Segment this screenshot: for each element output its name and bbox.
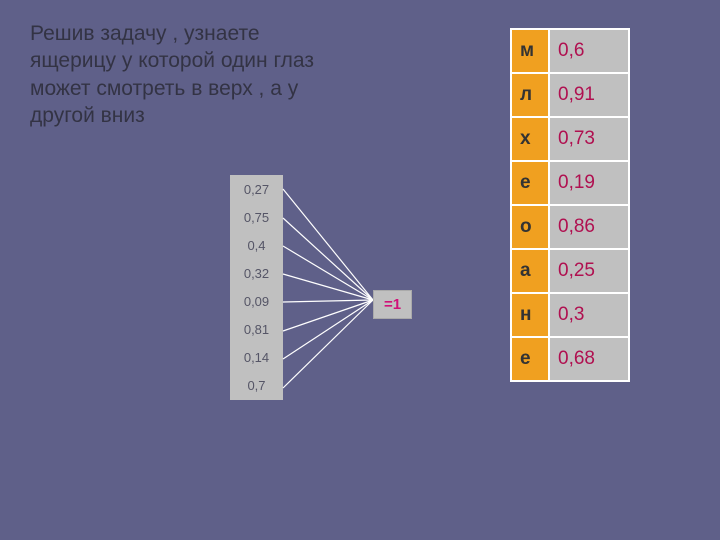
left-values-table: 0,270,750,40,320,090,810,140,7 xyxy=(230,175,283,400)
left-cell: 0,14 xyxy=(231,344,283,372)
value-cell: 0,19 xyxy=(549,161,629,205)
left-cell: 0,32 xyxy=(231,260,283,288)
value-cell: 0,86 xyxy=(549,205,629,249)
letter-cell: м xyxy=(511,29,549,73)
left-cell: 0,7 xyxy=(231,372,283,400)
value-cell: 0,3 xyxy=(549,293,629,337)
letter-cell: х xyxy=(511,117,549,161)
equals-label: =1 xyxy=(373,290,412,319)
value-cell: 0,25 xyxy=(549,249,629,293)
value-cell: 0,6 xyxy=(549,29,629,73)
right-answer-table: м0,6л0,91х0,73е0,19о0,86а0,25н0,3е0,68 xyxy=(510,28,630,382)
left-cell: 0,4 xyxy=(231,232,283,260)
left-cell: 0,09 xyxy=(231,288,283,316)
value-cell: 0,91 xyxy=(549,73,629,117)
left-cell: 0,75 xyxy=(231,204,283,232)
letter-cell: н xyxy=(511,293,549,337)
left-cell: 0,81 xyxy=(231,316,283,344)
left-cell: 0,27 xyxy=(231,176,283,204)
letter-cell: е xyxy=(511,337,549,381)
letter-cell: л xyxy=(511,73,549,117)
puzzle-title: Решив задачу , узнаете ящерицу у которой… xyxy=(30,20,320,129)
value-cell: 0,68 xyxy=(549,337,629,381)
letter-cell: о xyxy=(511,205,549,249)
letter-cell: е xyxy=(511,161,549,205)
value-cell: 0,73 xyxy=(549,117,629,161)
letter-cell: а xyxy=(511,249,549,293)
